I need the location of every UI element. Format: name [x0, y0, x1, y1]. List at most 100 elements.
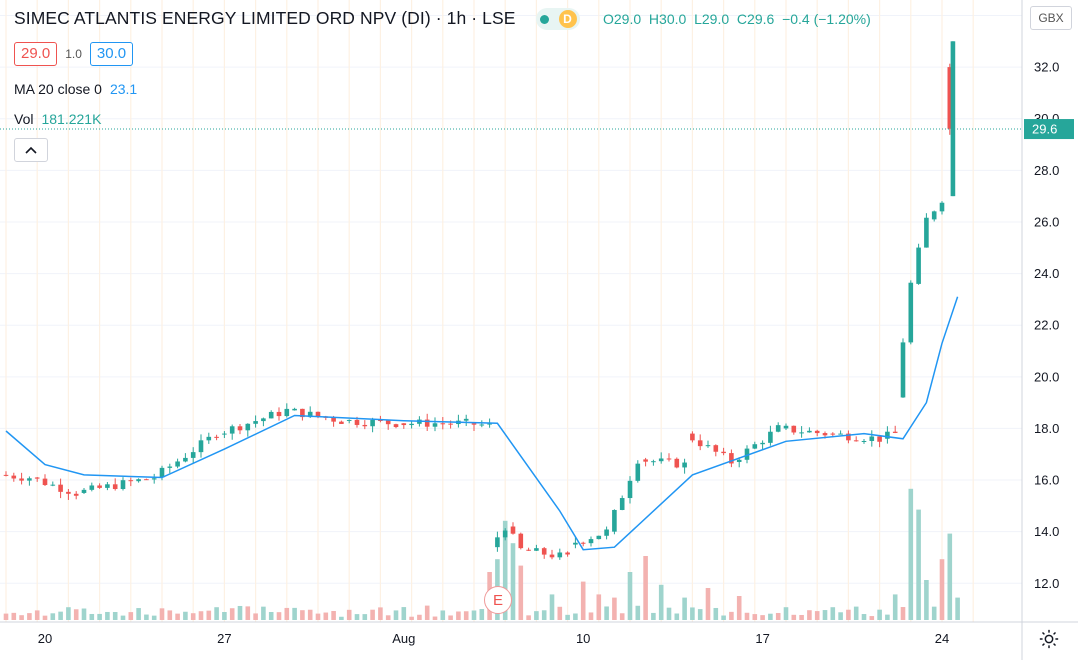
candle-body: [229, 426, 235, 434]
volume-bar: [541, 610, 547, 620]
candle-body: [175, 461, 180, 467]
time-tick-label: Aug: [392, 631, 415, 646]
candle-body: [596, 535, 602, 540]
candle-body: [588, 539, 594, 544]
volume-bar: [775, 612, 781, 620]
candle-body: [58, 484, 63, 492]
candle-body: [167, 466, 173, 468]
candle-body: [900, 342, 906, 398]
candle-body: [924, 217, 929, 248]
volume-bar: [939, 559, 945, 620]
volume-bar: [908, 488, 914, 620]
candle-body: [393, 424, 399, 428]
candle-body: [838, 433, 843, 435]
volume-legend[interactable]: Vol 181.221K: [14, 111, 101, 127]
ohlc-readout: O29.0 H30.0 L29.0 C29.6 −0.4 (−1.20%): [603, 11, 871, 27]
volume-bar: [627, 572, 633, 620]
price-tick-label: 14.0: [1034, 524, 1059, 539]
candle-body: [245, 423, 251, 431]
volume-bar: [183, 611, 188, 620]
candle-body: [869, 436, 875, 441]
volume-bar: [830, 607, 836, 620]
candle-body: [526, 549, 531, 551]
candle-body: [136, 479, 141, 482]
volume-bar: [339, 616, 344, 620]
volume-bar: [198, 611, 204, 620]
price-tick-label: 18.0: [1034, 421, 1059, 436]
symbol-title[interactable]: SIMEC ATLANTIS ENERGY LIMITED ORD NPV (D…: [14, 8, 516, 28]
candle-body: [760, 442, 765, 445]
candle-body: [783, 425, 789, 429]
candle-body: [11, 475, 17, 479]
candle-body: [97, 485, 102, 488]
volume-bar: [58, 611, 63, 620]
volume-bar: [354, 614, 360, 620]
candle-body: [276, 411, 282, 417]
market-status-badge[interactable]: D: [536, 8, 580, 30]
volume-bar: [346, 609, 352, 620]
volume-bar: [378, 607, 383, 620]
volume-bar: [50, 613, 56, 620]
price-tick-label: 26.0: [1034, 214, 1059, 229]
volume-bar: [814, 611, 820, 620]
candle-body: [190, 452, 196, 458]
candle-body: [729, 453, 734, 464]
volume-bar: [151, 615, 157, 620]
candle-body: [612, 509, 617, 532]
volume-bar: [245, 606, 251, 620]
volume-bar: [799, 614, 804, 620]
ma-legend[interactable]: MA 20 close 0 23.1: [14, 81, 137, 97]
candle-body: [300, 408, 305, 418]
volume-bar: [432, 616, 438, 620]
volume-bar: [276, 612, 282, 620]
price-tick-label: 32.0: [1034, 60, 1059, 75]
volume-bar: [11, 612, 17, 620]
buy-price-button[interactable]: 30.0: [89, 42, 134, 66]
settings-gear-icon[interactable]: [1038, 628, 1060, 650]
volume-bar: [557, 606, 563, 620]
currency-button[interactable]: GBX: [1030, 6, 1072, 30]
candle-body: [565, 552, 570, 555]
candle-body: [346, 419, 352, 421]
candle-body: [557, 552, 563, 558]
candle-body: [128, 480, 134, 482]
volume-bar: [853, 606, 859, 620]
ma-legend-value: 23.1: [109, 81, 138, 97]
candle-body: [830, 433, 836, 435]
volume-bar: [752, 614, 758, 620]
volume-bar: [448, 615, 453, 620]
candle-body: [666, 458, 672, 460]
volume-bar: [409, 616, 414, 620]
candle-body: [331, 417, 336, 422]
volume-bar: [502, 520, 508, 620]
volume-bar: [268, 612, 274, 620]
candle-body: [471, 423, 477, 425]
volume-bar: [237, 605, 243, 620]
volume-bar: [565, 614, 570, 620]
volume-bar: [175, 613, 180, 620]
candle-body: [791, 425, 797, 433]
candle-body: [744, 448, 750, 460]
candle-body: [908, 282, 914, 343]
collapse-legend-button[interactable]: [14, 138, 48, 162]
delayed-data-icon: D: [558, 10, 577, 28]
volume-bar: [518, 565, 524, 620]
volume-bar: [73, 609, 79, 620]
candle-body: [401, 423, 407, 426]
earnings-event-marker[interactable]: E: [484, 586, 512, 614]
candle-body: [939, 202, 945, 212]
volume-bar: [682, 597, 687, 620]
candle-body: [73, 493, 79, 496]
volume-bar: [370, 609, 375, 620]
candle-body: [736, 459, 742, 462]
sell-price-button[interactable]: 29.0: [14, 42, 58, 66]
volume-bar: [658, 584, 664, 620]
candle-body: [440, 423, 446, 425]
candle-body: [284, 408, 290, 417]
candle-body: [222, 433, 227, 435]
volume-bar: [526, 615, 531, 620]
candle-body: [112, 484, 118, 490]
volume-bar: [697, 609, 703, 620]
candle-body: [697, 440, 703, 447]
